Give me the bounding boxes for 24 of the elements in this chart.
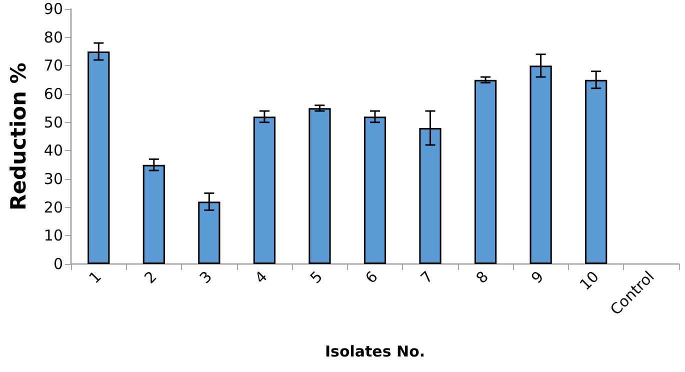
y-tick-label: 20 xyxy=(44,198,63,216)
y-axis-title: Reduction % xyxy=(6,62,30,210)
y-tick-label: 50 xyxy=(44,113,63,132)
x-tick-label: 2 xyxy=(140,268,160,288)
x-tick-label: 7 xyxy=(417,268,437,288)
bar xyxy=(474,80,497,264)
x-tick-label: 6 xyxy=(362,268,382,288)
x-tick-label: 5 xyxy=(306,268,326,288)
x-tick-label: 9 xyxy=(528,268,548,288)
y-tick-label: 80 xyxy=(44,28,63,46)
bar xyxy=(308,108,331,264)
y-tick-label: 0 xyxy=(53,255,63,273)
x-tick-label: 8 xyxy=(472,268,492,288)
y-tick-label: 10 xyxy=(44,226,63,245)
x-tick-label: 1 xyxy=(86,268,105,288)
x-axis-title: Isolates No. xyxy=(324,342,426,360)
x-tick-label: 4 xyxy=(251,268,271,288)
x-tick-label: 10 xyxy=(576,268,602,294)
y-tick-label: 90 xyxy=(44,0,63,18)
y-tick-label: 70 xyxy=(44,56,63,75)
y-tick-label: 60 xyxy=(44,85,63,103)
x-tick-label: 3 xyxy=(196,268,216,288)
y-tick-label: 40 xyxy=(44,142,63,160)
y-tick-label: 30 xyxy=(44,170,63,188)
